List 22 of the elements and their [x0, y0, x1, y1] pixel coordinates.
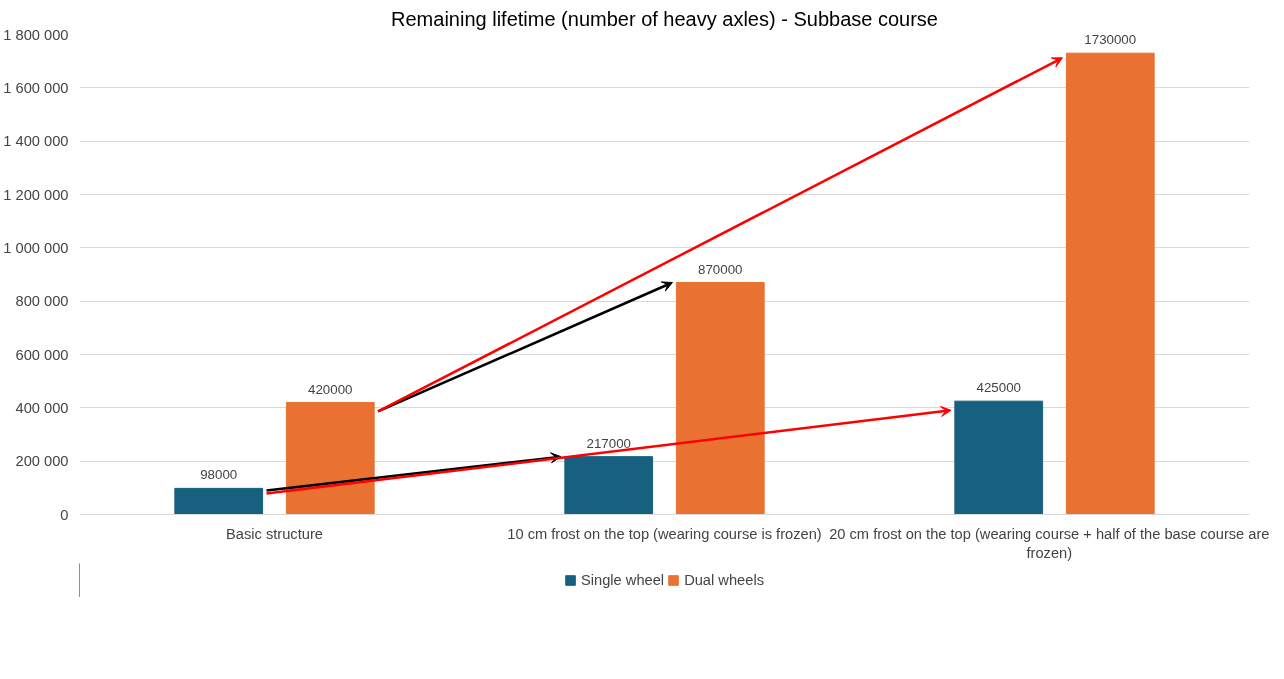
data-label: 870000 [698, 261, 743, 277]
data-label: 420000 [308, 381, 353, 397]
data-label: 217000 [586, 435, 631, 451]
x-tick-label: 10 cm frost on the top (wearing course is frozen) [507, 525, 822, 542]
y-tick-label: 800 000 [15, 293, 69, 310]
y-tick-label: 1 400 000 [3, 133, 69, 150]
y-tick-label: 400 000 [15, 399, 69, 416]
chart-title: Remaining lifetime (number of heavy axles) - Subbase course [391, 7, 938, 30]
data-label: 425000 [976, 380, 1021, 396]
y-tick-label: 1 200 000 [3, 186, 69, 203]
legend-label: Single wheel [581, 572, 665, 588]
y-tick-label: 200 000 [15, 453, 69, 470]
x-tick-label: Basic structure [226, 525, 323, 542]
y-tick-label: 1 000 000 [3, 239, 69, 256]
data-label: 1730000 [1084, 32, 1137, 48]
y-tick-label: 1 800 000 [3, 26, 69, 43]
x-tick-label: 20 cm frost on the top (wearing course + half of the base course are frozen) [829, 525, 1270, 561]
legend-label: Dual wheels [684, 572, 764, 588]
y-tick-label: 600 000 [15, 346, 69, 363]
y-tick-label: 1 600 000 [3, 79, 69, 96]
y-tick-label: 0 [60, 506, 69, 523]
data-label: 98000 [200, 467, 238, 483]
